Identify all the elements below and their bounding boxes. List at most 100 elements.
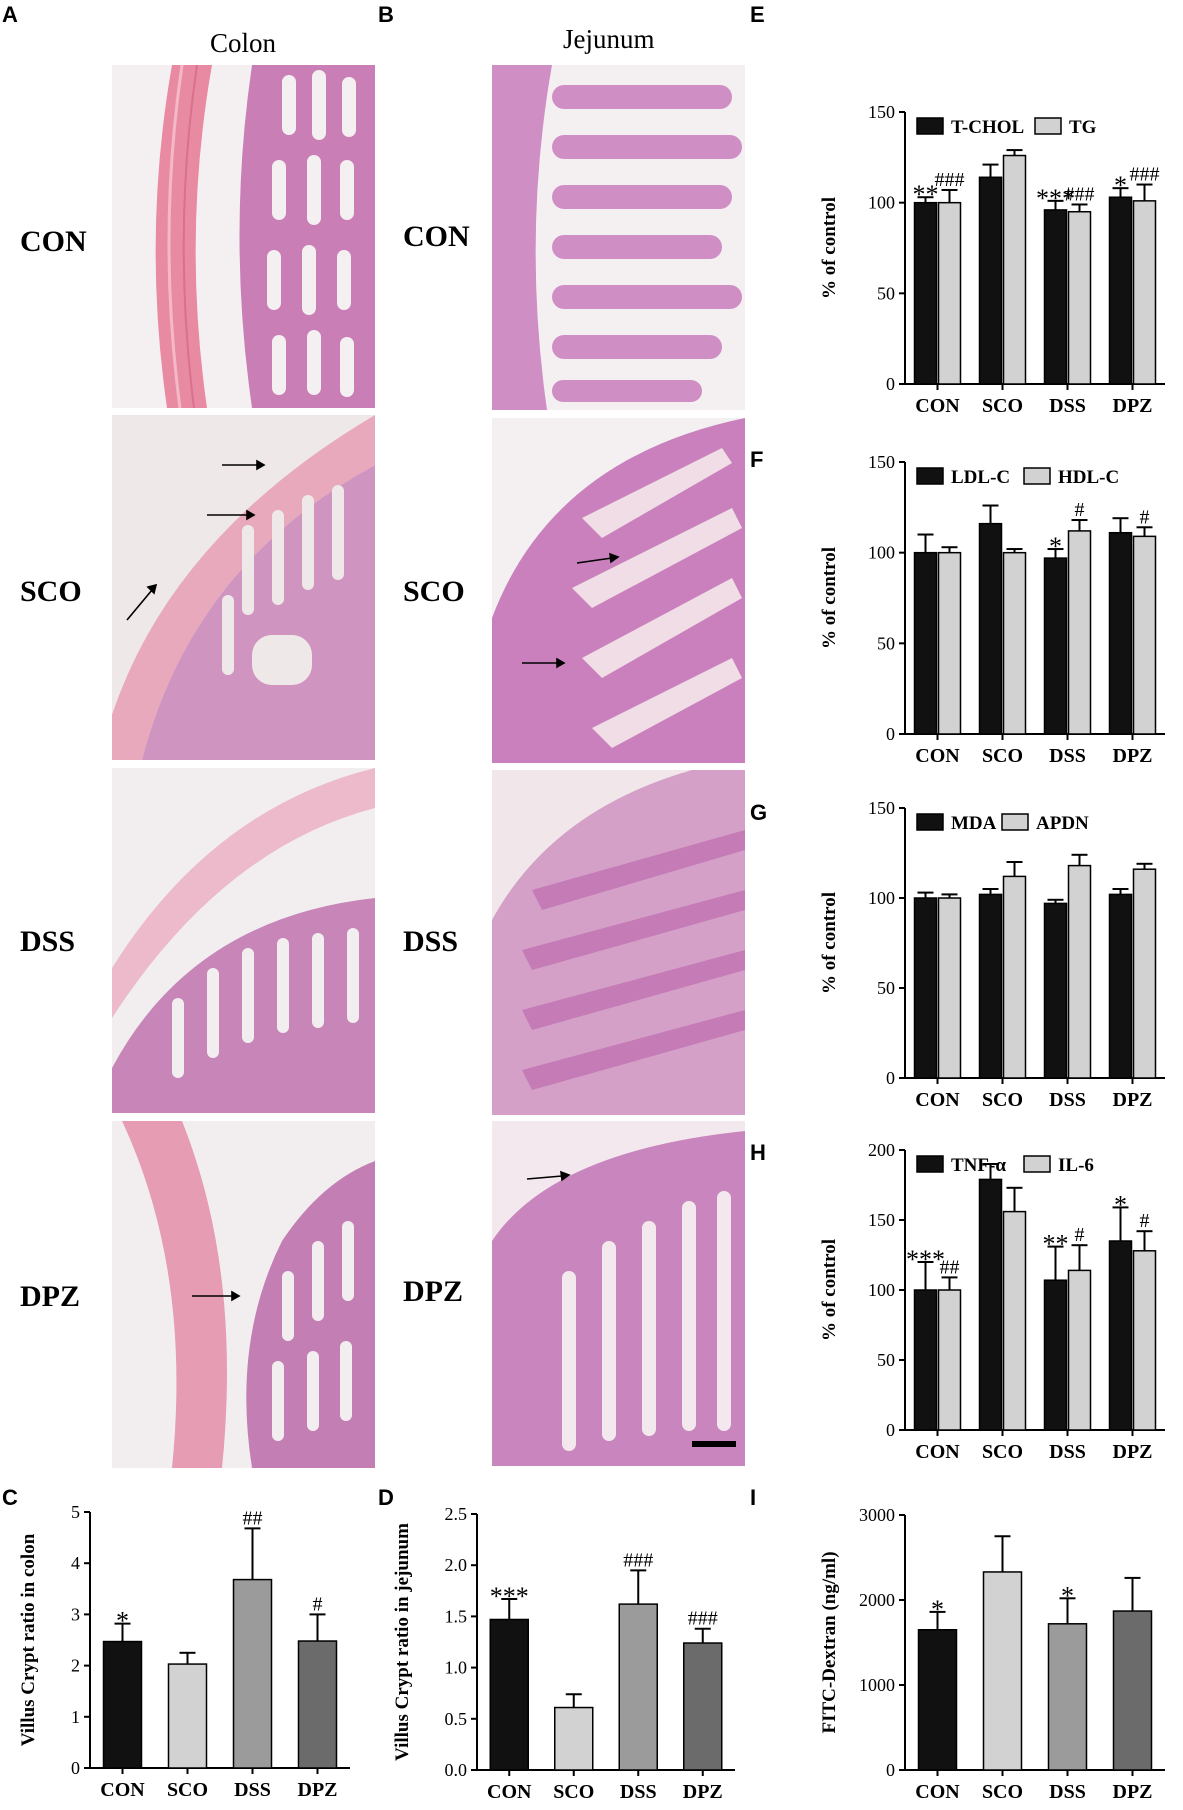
bar xyxy=(937,201,962,385)
x-tick-label: CON xyxy=(100,1779,145,1801)
significance-label: # xyxy=(1140,1210,1150,1232)
y-tick-label: 50 xyxy=(877,1350,895,1370)
y-tick-label: 2.5 xyxy=(445,1504,468,1524)
legend-swatch xyxy=(916,813,944,831)
micrograph-colon-sco xyxy=(112,415,375,760)
legend-label: HDL-C xyxy=(1058,467,1119,488)
y-tick-label: 0.5 xyxy=(445,1709,468,1729)
legend-swatch xyxy=(1023,1155,1051,1173)
y-tick-label: 1 xyxy=(71,1707,80,1727)
y-tick-label: 3 xyxy=(71,1604,80,1624)
significance-label: ### xyxy=(1065,183,1095,205)
x-tick-label: DSS xyxy=(1049,1441,1086,1463)
significance-label: *** xyxy=(906,1245,945,1274)
y-tick-label: 2.0 xyxy=(445,1555,468,1575)
significance-label: * xyxy=(1114,171,1127,200)
y-tick-label: 0 xyxy=(886,1760,895,1780)
x-tick-label: SCO xyxy=(982,1781,1023,1803)
panel-label-f: F xyxy=(750,447,764,472)
x-tick-label: DSS xyxy=(620,1781,657,1803)
significance-label: ### xyxy=(688,1608,718,1630)
y-tick-label: 5 xyxy=(71,1502,80,1522)
y-tick-label: 150 xyxy=(868,1210,895,1230)
x-tick-label: SCO xyxy=(982,1441,1023,1463)
x-tick-label: DSS xyxy=(234,1779,271,1801)
x-tick-label: CON xyxy=(915,1781,960,1803)
y-tick-label: 150 xyxy=(868,102,895,122)
bar xyxy=(102,1640,143,1769)
significance-label: * xyxy=(116,1607,129,1636)
y-axis-label: Villus Crypt ratio in colon xyxy=(18,1533,39,1746)
bar xyxy=(1043,557,1068,735)
bar xyxy=(978,176,1003,385)
bar xyxy=(978,522,1003,735)
x-tick-label: DSS xyxy=(1049,1781,1086,1803)
legend-swatch xyxy=(1023,467,1051,485)
significance-label: * xyxy=(1114,1190,1127,1219)
y-tick-label: 50 xyxy=(877,283,895,303)
row-label-jejunum-dss: DSS xyxy=(403,925,459,958)
y-axis-label: % of control xyxy=(819,547,840,649)
x-tick-label: DPZ xyxy=(1113,745,1153,767)
legend-swatch xyxy=(1001,813,1029,831)
significance-label: ## xyxy=(940,1256,960,1278)
y-tick-label: 0 xyxy=(886,374,895,394)
bar xyxy=(937,1289,962,1431)
bar xyxy=(1067,1269,1092,1431)
bar xyxy=(232,1578,273,1769)
x-tick-label: CON xyxy=(487,1781,532,1803)
row-label-colon-con: CON xyxy=(20,225,87,258)
micrograph-colon-dss xyxy=(112,768,375,1113)
panel-label-d: D xyxy=(378,1485,394,1510)
legend-label: APDN xyxy=(1036,813,1089,834)
x-tick-label: CON xyxy=(915,1441,960,1463)
legend-swatch xyxy=(916,467,944,485)
x-tick-label: SCO xyxy=(982,745,1023,767)
micrograph-jejunum-dss xyxy=(492,770,745,1115)
row-label-colon-dpz: DPZ xyxy=(20,1280,80,1313)
significance-label: ### xyxy=(935,169,965,191)
x-tick-label: CON xyxy=(915,395,960,417)
y-tick-label: 50 xyxy=(877,633,895,653)
y-axis-label: % of control xyxy=(819,1239,840,1341)
bar xyxy=(1067,210,1092,385)
row-label-colon-dss: DSS xyxy=(20,925,76,958)
row-label-colon-sco: SCO xyxy=(20,575,82,608)
bar xyxy=(167,1663,208,1769)
bar xyxy=(618,1603,658,1771)
bar xyxy=(1108,893,1133,1079)
significance-label: ## xyxy=(243,1507,263,1529)
y-tick-label: 50 xyxy=(877,978,895,998)
legend-label: TG xyxy=(1069,117,1097,138)
bar xyxy=(1108,196,1133,385)
significance-label: *** xyxy=(1036,184,1075,213)
y-tick-label: 0 xyxy=(886,724,895,744)
x-tick-label: DSS xyxy=(1049,1089,1086,1111)
x-tick-label: DPZ xyxy=(298,1779,338,1801)
legend-label: TNF-α xyxy=(951,1155,1006,1176)
bar xyxy=(937,551,962,735)
y-tick-label: 100 xyxy=(868,1280,895,1300)
x-tick-label: CON xyxy=(915,745,960,767)
y-tick-label: 2 xyxy=(71,1656,80,1676)
bar xyxy=(1043,902,1068,1079)
legend-swatch xyxy=(916,1155,944,1173)
bar xyxy=(683,1642,723,1771)
micrograph-jejunum-con xyxy=(492,65,745,410)
bar xyxy=(1043,1279,1068,1431)
bar xyxy=(1002,875,1027,1079)
bar xyxy=(913,897,938,1079)
panel-label-e: E xyxy=(750,2,765,27)
significance-label: # xyxy=(1075,499,1085,521)
bar xyxy=(1108,531,1133,735)
y-tick-label: 4 xyxy=(71,1553,80,1573)
bar xyxy=(978,893,1003,1079)
scale-bar xyxy=(692,1441,736,1447)
x-tick-label: DSS xyxy=(1049,745,1086,767)
significance-label: ### xyxy=(1130,164,1160,186)
x-tick-label: SCO xyxy=(167,1779,208,1801)
micrograph-jejunum-dpz xyxy=(492,1121,745,1466)
significance-label: * xyxy=(1049,532,1062,561)
y-tick-label: 100 xyxy=(868,888,895,908)
bar xyxy=(554,1706,594,1771)
